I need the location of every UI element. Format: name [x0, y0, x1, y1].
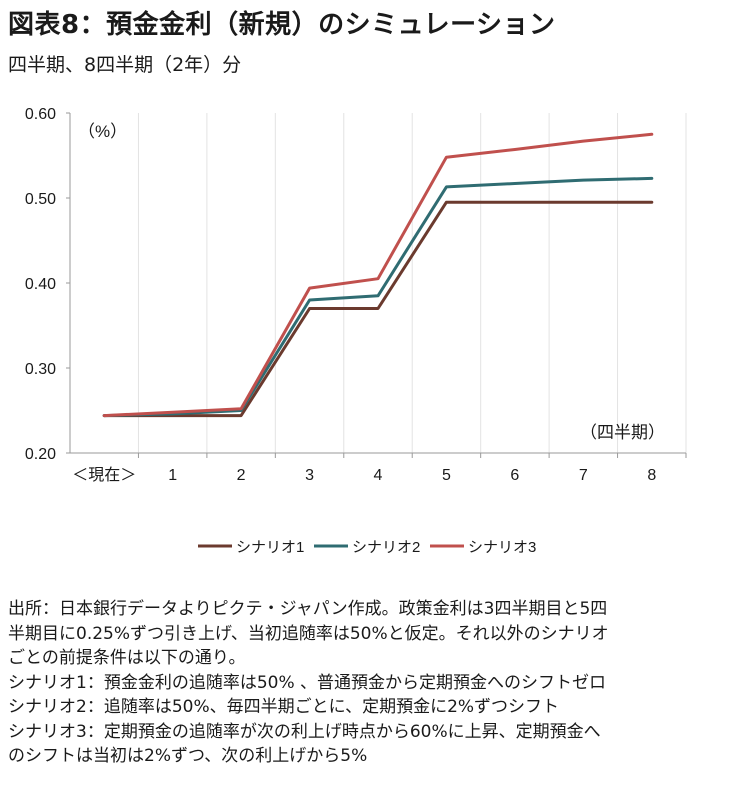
x-tick-label: 4	[374, 467, 383, 484]
note-line: のシフトは当初は2%ずつ、次の利上げから5%	[8, 746, 368, 766]
legend-label: シナリオ3	[468, 539, 536, 556]
x-tick-label: 3	[305, 467, 314, 484]
y-tick-label: 0.50	[25, 191, 56, 208]
y-axis-unit-label: （%）	[78, 122, 127, 141]
series-lines	[102, 132, 654, 418]
note-line: シナリオ1：預金金利の追随率は50% 、普通預金から定期預金へのシフトゼロ	[8, 672, 607, 693]
x-tick-label: 8	[647, 467, 656, 484]
note-line: ごとの前提条件は以下の通り。	[8, 648, 246, 668]
x-tick-label: 6	[510, 467, 519, 484]
chart-subtitle: 四半期、8四半期（2年）分	[8, 54, 242, 76]
x-tick-label: 1	[168, 467, 177, 484]
x-tick-label: 2	[237, 467, 246, 484]
legend-label: シナリオ2	[352, 539, 420, 556]
chart-title: 図表8：預金金利（新規）のシミュレーション	[8, 10, 556, 40]
source-notes: 出所：日本銀行データよりピクテ・ジャパン作成。政策金利は3四半期目と5四 半期目…	[8, 597, 750, 769]
x-tick-label: ＜現在＞	[72, 466, 136, 484]
note-line: シナリオ2：追随率は50%、毎四半期ごとに、定期預金に2%ずつシフト	[8, 697, 560, 717]
x-axis-unit-label: （四半期）	[580, 423, 665, 442]
series-line	[102, 132, 654, 418]
y-tick-label: 0.30	[25, 361, 56, 378]
y-tick-label: 0.20	[25, 446, 56, 463]
y-tick-label: 0.40	[25, 276, 56, 293]
chart-legend: シナリオ1 シナリオ2 シナリオ3	[198, 539, 536, 556]
chart-gridlines	[137, 113, 687, 453]
y-tick-labels: 0.20 0.30 0.40 0.50 0.60	[25, 106, 70, 463]
y-tick-label: 0.60	[25, 106, 56, 123]
series-line	[102, 200, 654, 418]
x-tick-label: 5	[442, 467, 451, 484]
note-line: 半期目に0.25%ずつ引き上げ、当初追随率は50%と仮定。それ以外のシナリオ	[8, 623, 609, 644]
x-tick-label: 7	[579, 467, 588, 484]
note-line: 出所：日本銀行データよりピクテ・ジャパン作成。政策金利は3四半期目と5四	[8, 599, 608, 619]
line-chart: 0.20 0.30 0.40 0.50 0.60 ＜現在＞ 1 2 3 4 5 6 7 8 （%） （四…	[25, 106, 687, 556]
note-line: シナリオ3：定期預金の追随率が次の利上げ時点から60%に上昇、定期預金へ	[8, 721, 601, 742]
x-tick-labels: ＜現在＞ 1 2 3 4 5 6 7 8	[72, 453, 687, 484]
legend-label: シナリオ1	[236, 539, 304, 556]
series-line	[102, 176, 654, 418]
